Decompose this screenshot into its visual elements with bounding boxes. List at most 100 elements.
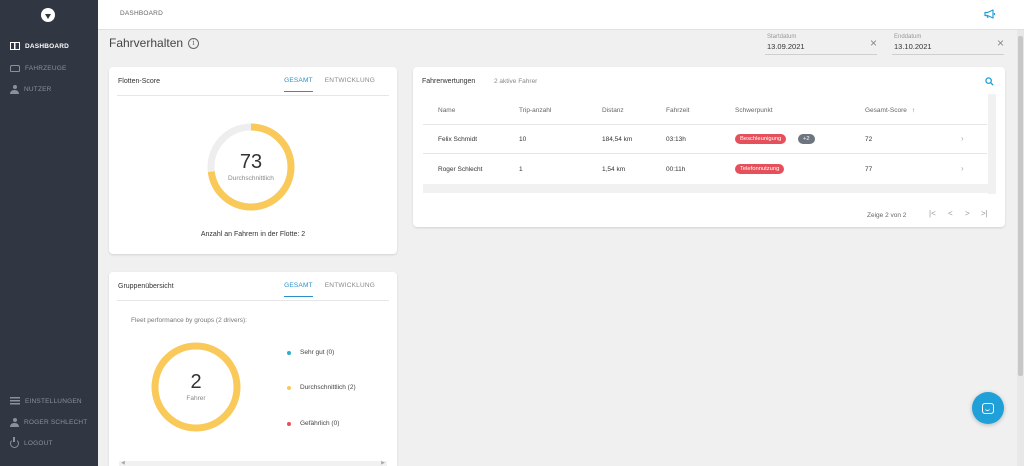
fleet-score-tabs: GESAMT ENTWICKLUNG [284, 77, 375, 92]
driver-ratings-card: Fahrerwertungen 2 aktive Fahrer Name Tri… [413, 67, 1005, 227]
breadcrumb[interactable]: DASHBOARD [120, 10, 163, 17]
fleet-score-card: Flotten-Score GESAMT ENTWICKLUNG 73 Durc… [109, 67, 397, 254]
start-date-label: Startdatum [767, 34, 797, 40]
start-date-field[interactable]: Startdatum 13.09.2021 × [765, 31, 877, 55]
donut-center: 2 Fahrer [150, 341, 242, 433]
logout-icon [10, 436, 19, 448]
tab-gesamt[interactable]: GESAMT [284, 77, 313, 92]
tab-entwicklung[interactable]: ENTWICKLUNG [324, 77, 375, 84]
group-description: Fleet performance by groups (2 drivers): [131, 317, 247, 324]
cell-trips: 10 [519, 136, 527, 143]
sidebar-item-logout[interactable]: LOGOUT [0, 433, 98, 453]
scroll-right-icon[interactable]: ▶ [381, 460, 385, 466]
cell-distance: 184,54 km [602, 136, 633, 143]
group-total-value: 2 [190, 371, 202, 393]
card-title: Flotten-Score [118, 78, 161, 85]
scrollbar-thumb[interactable] [1018, 36, 1023, 376]
cell-trips: 1 [519, 166, 523, 173]
chat-icon [982, 402, 994, 414]
end-date-label: Enddatum [894, 34, 922, 40]
vertical-scrollbar[interactable] [988, 94, 996, 194]
fleet-score-gauge [207, 123, 295, 211]
divider [423, 124, 987, 125]
focus-badge: Telefonnutzung [735, 164, 785, 174]
gauge-arc [207, 123, 295, 211]
sidebar-item-label: DASHBOARD [25, 42, 70, 50]
chevron-right-icon[interactable]: › [961, 134, 964, 143]
legend-item: Durchschnittlich (2) [287, 384, 356, 391]
group-overview-card: Gruppenübersicht GESAMT ENTWICKLUNG Flee… [109, 272, 397, 466]
sidebar-item-label: EINSTELLUNGEN [25, 397, 82, 405]
sidebar-item-einstellungen[interactable]: EINSTELLUNGEN [0, 391, 98, 411]
sidebar-item-profile[interactable]: ROGER SCHLECHT [0, 412, 98, 432]
cell-name: Felix Schmidt [438, 136, 478, 143]
sidebar-item-label: LOGOUT [24, 439, 53, 447]
cell-time: 00:11h [666, 166, 686, 173]
previous-page-icon[interactable]: < [948, 209, 953, 218]
tab-gesamt[interactable]: GESAMT [284, 282, 313, 297]
card-title: Gruppenübersicht [118, 283, 174, 290]
tab-entwicklung[interactable]: ENTWICKLUNG [324, 282, 375, 289]
car-icon [10, 64, 20, 72]
cell-time: 03:13h [666, 136, 686, 143]
chat-button[interactable] [972, 392, 1004, 424]
divider [117, 95, 389, 96]
clear-end-date-icon[interactable]: × [996, 36, 1004, 50]
column-header-score[interactable]: Gesamt-Score ↑ [865, 107, 915, 114]
page-scrollbar[interactable] [1017, 30, 1024, 466]
group-total-label: Fahrer [186, 395, 206, 402]
page-title-text: Fahrverhalten [109, 36, 184, 50]
last-page-icon[interactable]: >| [981, 209, 988, 218]
legend-item: Sehr gut (0) [287, 349, 334, 356]
search-icon[interactable] [985, 77, 994, 86]
sidebar-item-dashboard[interactable]: DASHBOARD [0, 36, 98, 56]
sort-arrow-icon: ↑ [911, 107, 915, 114]
divider [423, 153, 987, 154]
column-header-name[interactable]: Name [438, 107, 456, 114]
first-page-icon[interactable]: |< [929, 209, 936, 218]
legend-label: Sehr gut (0) [300, 349, 335, 356]
column-header-time[interactable]: Fahrzeit [666, 107, 690, 114]
cell-score: 72 [865, 136, 873, 143]
gauge-center: 73 Durchschnittlich [206, 122, 296, 212]
more-badge[interactable]: +2 [798, 134, 815, 144]
group-donut: 2 Fahrer [150, 341, 242, 433]
page-title: Fahrverhalten i [109, 36, 200, 50]
column-header-focus[interactable]: Schwerpunkt [735, 107, 773, 114]
column-header-distance[interactable]: Distanz [602, 107, 624, 114]
cell-name: Roger Schlecht [438, 166, 483, 173]
legend-dot [287, 350, 291, 355]
legend-label: Gefährlich (0) [300, 420, 340, 427]
scroll-left-icon[interactable]: ◀ [121, 460, 125, 466]
legend-item: Gefährlich (0) [287, 420, 339, 427]
horizontal-scrollbar[interactable] [423, 184, 988, 193]
column-header-score-label: Gesamt-Score [865, 107, 907, 114]
fleet-driver-count: Anzahl an Fahrern in der Flotte: 2 [200, 231, 306, 238]
end-date-value[interactable]: 13.10.2021 [894, 42, 932, 51]
logo-icon[interactable] [41, 8, 55, 22]
megaphone-icon[interactable] [984, 9, 996, 19]
fleet-score-donut: 73 Durchschnittlich [206, 122, 296, 212]
chevron-right-icon[interactable]: › [961, 164, 964, 173]
settings-icon [10, 397, 20, 405]
cell-score: 77 [865, 166, 873, 173]
fleet-score-label: Durchschnittlich [228, 175, 274, 182]
group-donut-chart [151, 342, 241, 432]
sidebar-item-nutzer[interactable]: NUTZER [0, 79, 98, 99]
column-header-trips[interactable]: Trip-anzahl [519, 107, 552, 114]
focus-badge: Beschleunigung [735, 134, 787, 144]
sidebar: DASHBOARD FAHRZEUGE NUTZER EINSTELLUNGEN… [0, 0, 98, 466]
end-date-field[interactable]: Enddatum 13.10.2021 × [892, 31, 1004, 55]
horizontal-scrollbar[interactable]: ◀ ▶ [119, 460, 387, 466]
user-icon [10, 417, 19, 427]
info-icon[interactable]: i [188, 37, 200, 49]
clear-start-date-icon[interactable]: × [869, 36, 877, 50]
sidebar-item-fahrzeuge[interactable]: FAHRZEUGE [0, 58, 98, 78]
active-drivers-count: 2 aktive Fahrer [494, 78, 538, 85]
card-title: Fahrerwertungen [422, 78, 476, 85]
next-page-icon[interactable]: > [965, 209, 970, 218]
legend-dot [287, 385, 291, 390]
fleet-score-value: 73 [239, 151, 263, 173]
start-date-value[interactable]: 13.09.2021 [767, 42, 805, 51]
legend-dot [287, 421, 291, 426]
